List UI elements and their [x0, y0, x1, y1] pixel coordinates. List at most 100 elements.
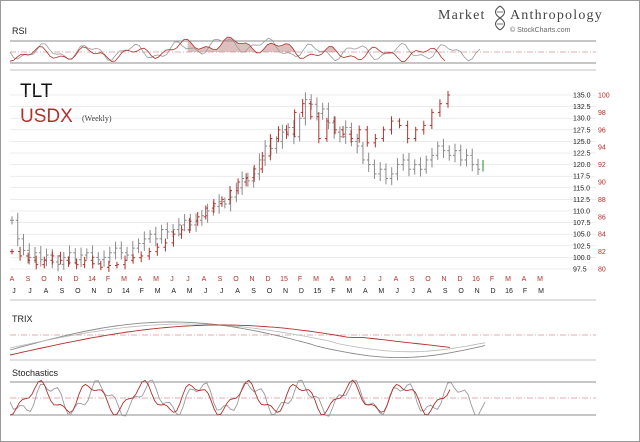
x-tick-label-tlt: N [283, 288, 288, 295]
tlt-bar [263, 140, 268, 166]
brand-name-right: Anthropology [510, 8, 603, 23]
usdx-bar [316, 112, 321, 144]
tlt-bar [355, 133, 360, 154]
tlt-bar [113, 241, 118, 260]
y-tick-label-usdx: 84 [598, 232, 606, 239]
usdx-bar [34, 255, 39, 270]
tlt-bar [401, 153, 406, 171]
usdx-bar [252, 164, 257, 182]
usdx-bar [284, 125, 289, 139]
tlt-bar [343, 120, 348, 144]
usdx-series [10, 90, 450, 273]
tlt-bar [406, 152, 411, 177]
y-tick-label-tlt: 110.0 [573, 209, 590, 216]
usdx-bar [123, 255, 128, 270]
usdx-bar [381, 126, 386, 142]
usdx-bar [58, 251, 63, 265]
x-tick-label-usdx: S [218, 276, 223, 283]
x-tick-label-tlt: M [346, 288, 352, 295]
stochastics-line-usdx [9, 379, 451, 416]
y-tick-label-usdx: 88 [598, 197, 606, 204]
x-tick-label-tlt: D [299, 288, 304, 295]
usdx-bar [139, 251, 144, 263]
usdx-bar [114, 261, 119, 269]
usdx-bar [373, 133, 378, 148]
usdx-bar [26, 252, 31, 264]
usdx-bar [276, 126, 281, 143]
tlt-bar [153, 226, 158, 247]
usdx-bar [10, 248, 14, 255]
tlt-bar [372, 159, 377, 179]
usdx-bar [357, 125, 362, 143]
x-tick-label-tlt: M [538, 288, 544, 295]
usdx-bar [260, 151, 265, 173]
trix-line-tlt [9, 321, 486, 359]
x-tick-label-tlt: A [44, 288, 49, 295]
y-tick-label-usdx: 80 [598, 267, 606, 274]
usdx-bar [324, 117, 329, 142]
y-axis-usdx: 100 98 96 94 92 90 88 86 84 82 80 [598, 93, 610, 274]
tlt-bar [280, 124, 285, 149]
stochastics-panel: Stochastics [9, 368, 596, 417]
x-tick-label-tlt: F [331, 288, 335, 295]
tlt-bar [21, 233, 26, 256]
y-tick-label-tlt: 125.0 [573, 139, 591, 146]
tlt-bar [15, 212, 20, 247]
tlt-bar [176, 218, 181, 237]
x-tick-label-usdx: 14 [88, 276, 96, 283]
tlt-series [10, 92, 484, 272]
x-tick-label-tlt: A [235, 288, 240, 295]
x-tick-label-usdx: N [57, 276, 62, 283]
tlt-bar [142, 231, 147, 251]
x-tick-label-tlt: 15 [314, 288, 322, 295]
usdx-bar [42, 256, 47, 269]
credit-text: © StockCharts.com [510, 26, 571, 34]
tlt-bar [383, 163, 388, 185]
tlt-bar [165, 222, 170, 240]
usdx-bar [300, 98, 305, 118]
usdx-bar [179, 225, 184, 239]
usdx-bar [405, 120, 410, 144]
rsi-overbought-fill [187, 37, 344, 52]
y-tick-label-usdx: 90 [598, 180, 606, 187]
usdx-bar [228, 186, 232, 205]
tlt-bar [38, 246, 43, 267]
trix-panel: TRIX [9, 314, 596, 361]
stochastics-line-tlt [9, 379, 486, 417]
tlt-bar [222, 197, 227, 209]
x-tick-label-usdx: S [26, 276, 31, 283]
x-tick-label-usdx: M [345, 276, 351, 283]
tlt-bar [199, 210, 204, 226]
x-tick-label-usdx: A [330, 276, 335, 283]
y-tick-label-usdx: 100 [598, 93, 610, 100]
tlt-bar [424, 155, 429, 174]
x-tick-label-usdx: M [537, 276, 543, 283]
x-tick-label-tlt: S [443, 288, 448, 295]
usdx-bar [147, 247, 152, 260]
tlt-bar [476, 158, 480, 176]
x-tick-label-tlt: D [491, 288, 496, 295]
y-tick-label-tlt: 105.0 [573, 232, 591, 239]
tlt-bar [360, 141, 365, 165]
tlt-bar [452, 143, 457, 163]
x-tick-label-tlt: N [91, 288, 96, 295]
tlt-bar [337, 126, 342, 143]
tlt-bar [326, 102, 331, 130]
y-tick-label-tlt: 132.5 [573, 104, 591, 111]
usdx-bar [437, 99, 442, 117]
y-tick-label-tlt: 117.5 [573, 174, 590, 181]
usdx-bar [365, 125, 370, 147]
usdx-bar [268, 134, 273, 161]
x-tick-label-tlt: A [171, 288, 176, 295]
chart-subtitle: USDX [20, 106, 73, 127]
x-tick-label-tlt: 14 [122, 288, 130, 295]
tlt-bar [56, 255, 61, 272]
x-tick-label-usdx: J [378, 276, 382, 283]
x-tick-label-tlt: J [411, 288, 415, 295]
usdx-bar [66, 256, 71, 267]
x-tick-label-tlt: D [107, 288, 112, 295]
usdx-bar [74, 258, 79, 270]
tlt-bar [257, 153, 262, 181]
tlt-bar [395, 158, 400, 181]
